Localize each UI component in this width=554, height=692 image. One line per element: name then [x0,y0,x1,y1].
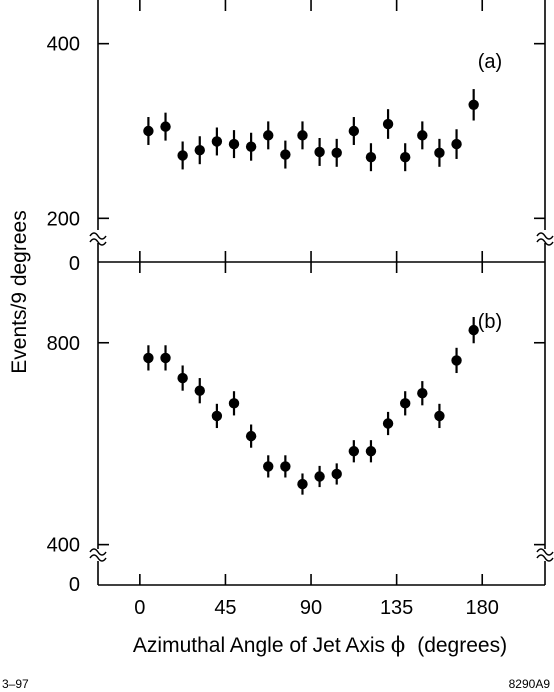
y-axis-title: Events/9 degrees [8,210,31,373]
data-point-a-16 [417,130,427,140]
y-tick-label-a-1: 200 [47,208,80,230]
data-point-b-15 [400,398,410,408]
data-point-a-0 [143,126,153,136]
x-axis-title-text: Azimuthal Angle of Jet Axis [133,634,391,657]
data-point-a-18 [451,139,461,149]
panel-label-a: (a) [478,51,502,73]
x-axis-title: Azimuthal Angle of Jet Axis ϕ (degrees) [133,633,507,657]
data-point-a-6 [246,142,256,152]
x-tick-label-0: 0 [134,597,145,619]
data-point-b-4 [212,411,222,421]
data-point-a-5 [229,139,239,149]
x-tick-label-1: 45 [214,597,236,619]
data-point-a-8 [280,149,290,159]
footer-left: 3–97 [2,677,29,691]
data-point-a-14 [383,119,393,129]
data-point-b-3 [195,385,205,395]
data-point-b-0 [143,353,153,363]
data-point-a-7 [263,130,273,140]
data-point-a-10 [314,147,324,157]
data-point-b-2 [177,373,187,383]
data-point-a-19 [468,100,478,110]
data-point-b-8 [280,461,290,471]
data-point-a-11 [332,148,342,158]
panel-a-frame [90,0,553,262]
data-point-a-12 [349,126,359,136]
footer-right: 8290A9 [509,677,551,691]
data-point-a-15 [400,152,410,162]
data-point-a-9 [297,130,307,140]
x-axis-title-symbol: ϕ [391,633,405,657]
data-point-b-14 [383,418,393,428]
data-point-b-9 [297,479,307,489]
axis-break-left-a [90,233,106,245]
data-point-b-16 [417,388,427,398]
chart-marks: 400 200 800 400 0 45 90 135 180 [47,0,545,619]
y-tick-label-a-0: 400 [47,34,80,56]
axis-break-left-b [90,549,106,561]
ybreak-label-b: 0 [69,574,80,596]
axis-break-right-b [537,549,553,561]
data-point-b-12 [349,446,359,456]
data-point-b-7 [263,461,273,471]
x-tick-label-4: 180 [466,597,499,619]
data-point-a-3 [195,145,205,155]
data-point-b-10 [314,471,324,481]
axis-break-right-a [537,233,553,245]
x-tick-label-3: 135 [380,597,413,619]
x-axis-title-unit: (degrees) [417,634,507,657]
data-point-b-6 [246,431,256,441]
data-point-b-11 [332,469,342,479]
data-point-b-13 [366,446,376,456]
data-point-b-19 [468,325,478,335]
data-point-b-5 [229,398,239,408]
data-point-a-1 [160,121,170,131]
data-point-a-13 [366,152,376,162]
data-point-a-4 [212,136,222,146]
data-point-b-17 [434,411,444,421]
data-point-b-18 [451,355,461,365]
ybreak-label-a: 0 [69,253,80,275]
x-tick-label-2: 90 [300,597,322,619]
y-tick-label-b-0: 800 [47,333,80,355]
data-point-b-1 [160,353,170,363]
y-tick-label-b-1: 400 [47,535,80,557]
data-point-a-17 [434,148,444,158]
data-point-a-2 [177,150,187,160]
panel-label-b: (b) [478,311,502,333]
